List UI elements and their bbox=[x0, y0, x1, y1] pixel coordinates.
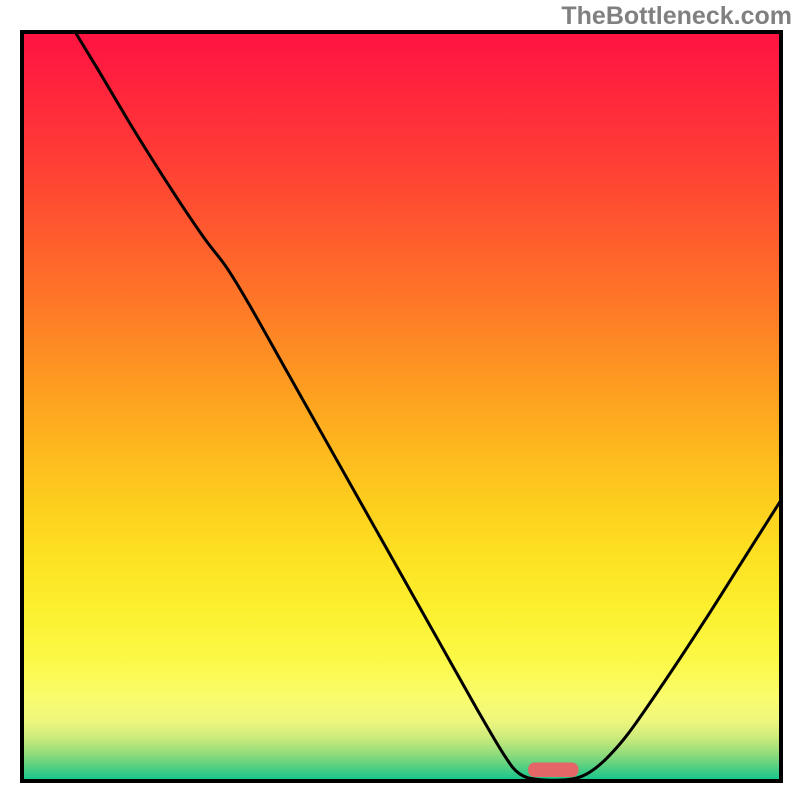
bottleneck-chart: TheBottleneck.com bbox=[0, 0, 800, 800]
watermark-text: TheBottleneck.com bbox=[561, 2, 792, 31]
optimal-marker bbox=[529, 763, 578, 776]
gradient-background bbox=[22, 32, 781, 781]
chart-svg bbox=[20, 30, 783, 783]
plot-area bbox=[20, 30, 783, 783]
